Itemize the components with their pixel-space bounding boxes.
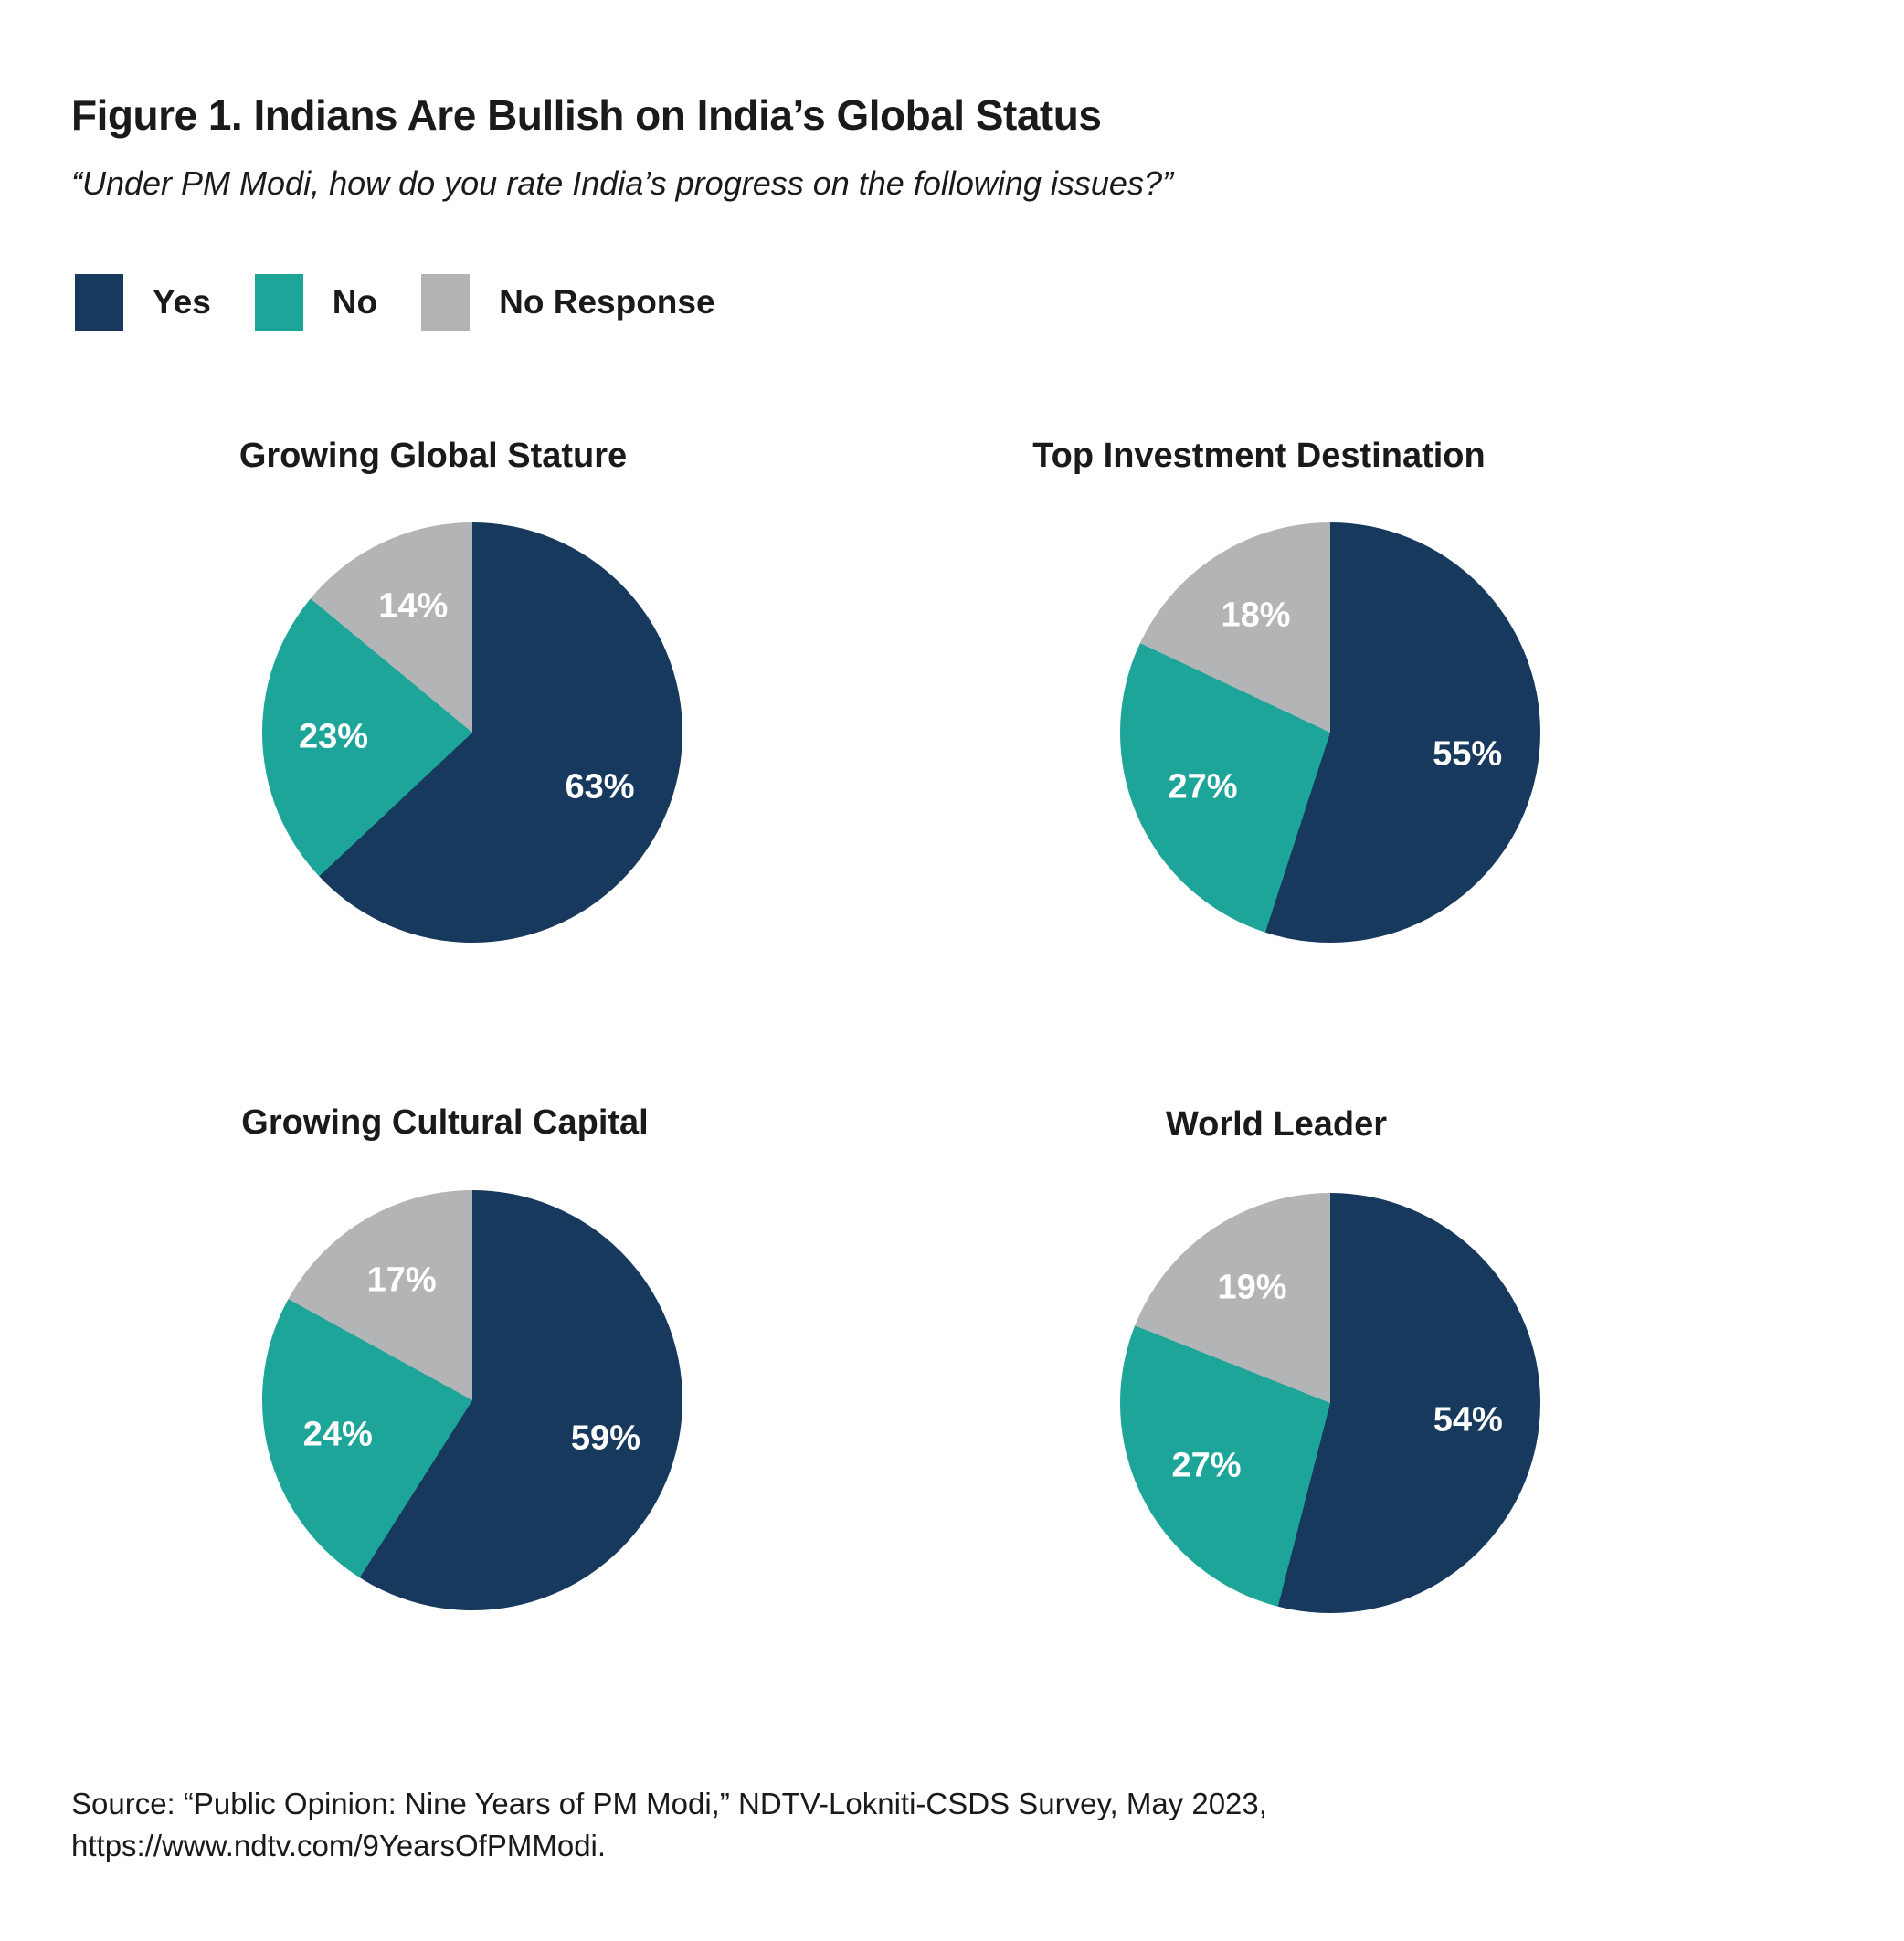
legend-item-yes: Yes [75,274,211,331]
pie-title-growing-cultural-capital: Growing Cultural Capital [241,1103,649,1142]
slice-label: 23% [299,717,369,756]
slice-label: 27% [1171,1446,1242,1485]
legend: Yes No No Response [75,274,715,331]
legend-label-yes: Yes [153,283,211,321]
figure-subtitle: “Under PM Modi, how do you rate India’s … [71,164,1173,202]
legend-label-no-response: No Response [499,283,715,321]
source-line-1: Source: “Public Opinion: Nine Years of P… [71,1787,1267,1820]
slice-label: 63% [565,767,635,807]
slice-label: 14% [378,586,449,626]
legend-swatch-no [254,274,303,331]
pie-chart-growing-global-stature: 63% 23% 14% [262,522,682,943]
pie-title-world-leader: World Leader [1165,1105,1388,1144]
slice-label: 59% [570,1419,640,1458]
slice-label: 17% [366,1261,437,1300]
figure-title: Figure 1. Indians Are Bullish on India’s… [71,90,1102,139]
pie-chart-top-investment-destination: 55% 27% 18% [1120,522,1540,943]
source-note: Source: “Public Opinion: Nine Years of P… [71,1783,1267,1867]
legend-item-no-response: No Response [421,274,715,331]
slice-label: 18% [1221,596,1291,635]
source-line-2: https://www.ndtv.com/9YearsOfPMModi. [71,1829,607,1863]
pie-chart-growing-cultural-capital: 59% 24% 17% [262,1190,682,1610]
pie-chart-world-leader: 54% 27% 19% [1120,1193,1540,1613]
pie-title-growing-global-stature: Growing Global Stature [238,437,628,475]
slice-label: 24% [302,1415,373,1454]
legend-label-no: No [332,283,378,321]
slice-label: 55% [1433,734,1503,774]
legend-item-no: No [254,274,378,331]
legend-swatch-yes [75,274,123,331]
slice-label: 19% [1217,1268,1287,1307]
pie-title-top-investment-destination: Top Investment Destination [1032,437,1486,475]
legend-swatch-no-response [421,274,471,331]
slice-label: 27% [1168,767,1238,807]
slice-label: 54% [1433,1400,1503,1440]
